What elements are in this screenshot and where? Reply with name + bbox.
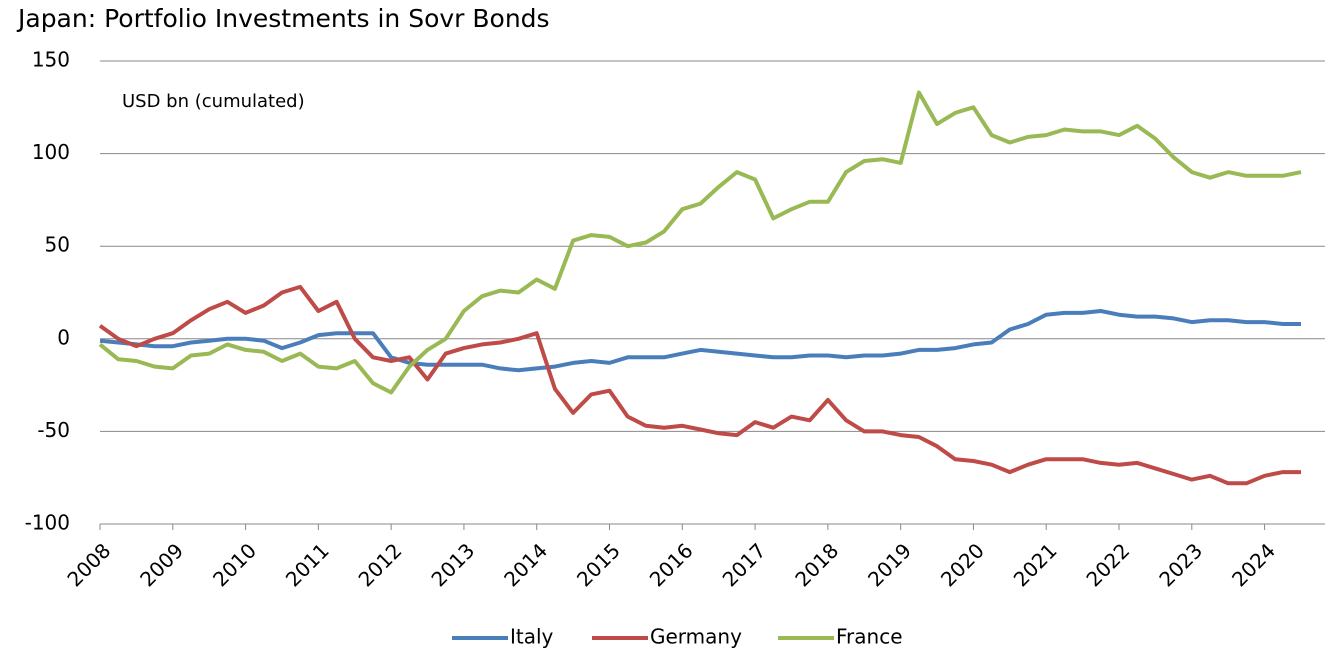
y-tick-label: 150 (32, 48, 70, 72)
x-tick-label: 2021 (1009, 538, 1062, 591)
x-tick-label: 2023 (1154, 538, 1207, 591)
series-line (99, 309, 1301, 373)
series-line (98, 90, 1302, 395)
series-line (98, 284, 1301, 486)
y-tick-label: 100 (32, 140, 70, 164)
legend-label: France (836, 625, 903, 649)
x-tick-label: 2018 (790, 538, 843, 591)
y-tick-label: 0 (57, 325, 70, 349)
x-tick-label: 2011 (281, 538, 334, 591)
y-tick-label: -100 (25, 511, 70, 535)
x-tick-label: 2019 (863, 538, 916, 591)
x-tick-label: 2012 (354, 538, 407, 591)
x-tick-label: 2020 (936, 538, 989, 591)
x-tick-label: 2022 (1081, 538, 1134, 591)
legend-label: Germany (650, 625, 742, 649)
x-tick-label: 2016 (645, 538, 698, 591)
x-tick-label: 2017 (718, 538, 771, 591)
x-tick-label: 2015 (572, 538, 625, 591)
x-tick-label: 2024 (1227, 538, 1280, 591)
x-tick-label: 2008 (62, 538, 115, 591)
chart-title: Japan: Portfolio Investments in Sovr Bon… (16, 4, 550, 33)
y-tick-label: 50 (45, 233, 70, 257)
x-tick-label: 2010 (208, 538, 261, 591)
x-tick-label: 2009 (135, 538, 188, 591)
x-tick-label: 2013 (426, 538, 479, 591)
x-tick-label: 2014 (499, 538, 552, 591)
annotation: USD bn (cumulated) (122, 91, 305, 112)
y-tick-label: -50 (37, 418, 70, 442)
legend-label: Italy (510, 625, 554, 649)
